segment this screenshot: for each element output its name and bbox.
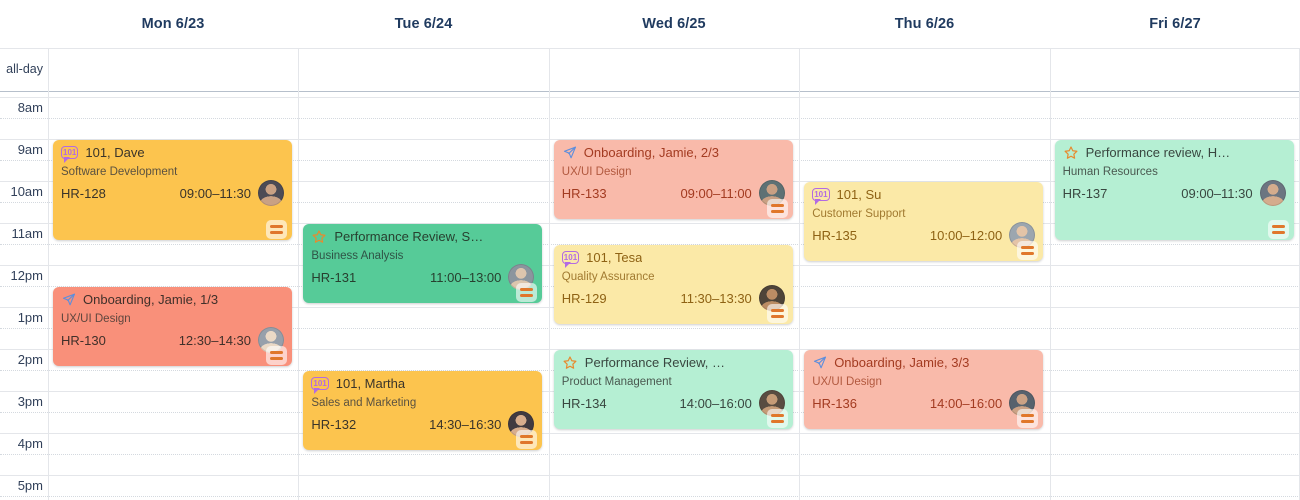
event-card[interactable]: 101 101, Dave Software Development HR-12…	[53, 140, 292, 240]
one-on-one-icon: 101	[61, 146, 79, 163]
event-category: Product Management	[561, 376, 672, 388]
event-ticket-id: HR-137	[1062, 185, 1108, 201]
paper-plane-icon	[562, 145, 577, 160]
time-label-10am: 10am	[10, 184, 43, 199]
event-title: 101, Tesa	[586, 250, 643, 265]
event-ticket-id: HR-128	[61, 185, 106, 201]
star-icon	[1063, 145, 1079, 161]
priority-medium-icon	[516, 430, 538, 449]
time-label-4pm: 4pm	[17, 436, 43, 451]
paper-plane-icon	[61, 292, 76, 307]
event-card[interactable]: Onboarding, Jamie, 3/3 UX/UI Design HR-1…	[804, 350, 1044, 429]
time-label-2pm: 2pm	[17, 352, 43, 367]
event-time-range: 14:00–16:00	[679, 395, 752, 411]
event-title: 101, Su	[836, 187, 882, 202]
time-label-8am: 8am	[17, 100, 43, 115]
event-title: Performance Review, …	[584, 355, 725, 370]
event-category: Customer Support	[812, 208, 906, 220]
event-card[interactable]: 101 101, Su Customer Support HR-135 10:0…	[804, 182, 1044, 261]
event-card[interactable]: Performance review, H… Human Resources H…	[1054, 140, 1294, 240]
event-ticket-id: HR-132	[311, 416, 357, 432]
day-header-fri: Fri 6/27	[1149, 15, 1201, 32]
one-on-one-icon: 101	[561, 251, 580, 268]
one-on-one-icon: 101	[812, 188, 830, 205]
event-card[interactable]: Onboarding, Jamie, 1/3 UX/UI Design HR-1…	[53, 287, 292, 366]
event-ticket-id: HR-131	[311, 269, 357, 285]
event-category: UX/UI Design	[561, 166, 632, 178]
event-category: Quality Assurance	[561, 271, 655, 283]
time-label-5pm: 5pm	[17, 478, 43, 493]
event-title: Onboarding, Jamie, 1/3	[83, 292, 219, 307]
event-time-range: 10:00–12:00	[929, 227, 1003, 243]
event-ticket-id: HR-133	[561, 185, 607, 201]
event-card[interactable]: Performance Review, S… Business Analysis…	[303, 224, 543, 303]
paper-plane-icon	[812, 355, 827, 370]
time-label-9am: 9am	[17, 142, 43, 157]
event-title: Performance Review, S…	[334, 229, 484, 244]
event-time-range: 11:00–13:00	[430, 269, 502, 285]
event-ticket-id: HR-134	[561, 395, 607, 411]
event-ticket-id: HR-129	[561, 290, 607, 306]
day-header-tue: Tue 6/24	[394, 15, 453, 32]
priority-medium-icon	[766, 199, 788, 218]
event-time-range: 09:00–11:30	[179, 185, 251, 201]
priority-medium-icon	[766, 409, 788, 428]
day-header-wed: Wed 6/25	[642, 15, 706, 32]
event-title: Onboarding, Jamie, 3/3	[834, 355, 970, 370]
event-title: Performance review, H…	[1085, 145, 1231, 160]
priority-medium-icon	[516, 283, 538, 302]
event-time-range: 11:30–13:30	[680, 290, 752, 306]
event-time-range: 14:00–16:00	[929, 395, 1003, 411]
star-icon	[311, 229, 327, 245]
event-time-range: 09:00–11:30	[1181, 185, 1253, 201]
one-on-one-icon: 101	[311, 377, 329, 394]
event-card[interactable]: 101 101, Tesa Quality Assurance HR-129 1…	[553, 245, 793, 324]
event-title: Onboarding, Jamie, 2/3	[583, 145, 719, 160]
event-category: Business Analysis	[311, 250, 404, 262]
event-ticket-id: HR-130	[61, 332, 106, 348]
event-card[interactable]: Onboarding, Jamie, 2/3 UX/UI Design HR-1…	[553, 140, 793, 219]
assignee-avatar	[258, 180, 284, 206]
event-time-range: 09:00–11:00	[680, 185, 752, 201]
priority-medium-icon	[266, 346, 287, 365]
event-category: UX/UI Design	[61, 313, 131, 325]
time-label-all-day: all-day	[6, 62, 43, 76]
event-title: 101, Martha	[335, 376, 406, 391]
event-category: UX/UI Design	[812, 376, 882, 388]
day-header-thu: Thu 6/26	[894, 15, 955, 32]
time-label-1pm: 1pm	[17, 310, 43, 325]
event-title: 101, Dave	[85, 145, 145, 160]
time-label-11am: 11am	[11, 226, 43, 241]
event-category: Software Development	[61, 166, 178, 178]
event-time-range: 14:30–16:30	[429, 416, 502, 432]
day-header-mon: Mon 6/23	[141, 15, 205, 32]
event-card[interactable]: Performance Review, … Product Management…	[553, 350, 793, 429]
event-ticket-id: HR-135	[812, 227, 857, 243]
priority-medium-icon	[766, 304, 788, 323]
priority-medium-icon	[266, 220, 287, 239]
priority-medium-icon	[1017, 241, 1039, 260]
time-label-3pm: 3pm	[17, 394, 43, 409]
event-ticket-id: HR-136	[812, 395, 857, 411]
event-time-range: 12:30–14:30	[178, 332, 251, 348]
priority-medium-icon	[1267, 220, 1289, 239]
event-category: Sales and Marketing	[311, 397, 417, 409]
event-category: Human Resources	[1062, 166, 1158, 178]
assignee-avatar	[1259, 180, 1286, 206]
priority-medium-icon	[1017, 409, 1039, 428]
time-label-12pm: 12pm	[10, 268, 43, 283]
event-card[interactable]: 101 101, Martha Sales and Marketing HR-1…	[303, 371, 543, 450]
star-icon	[562, 355, 578, 371]
